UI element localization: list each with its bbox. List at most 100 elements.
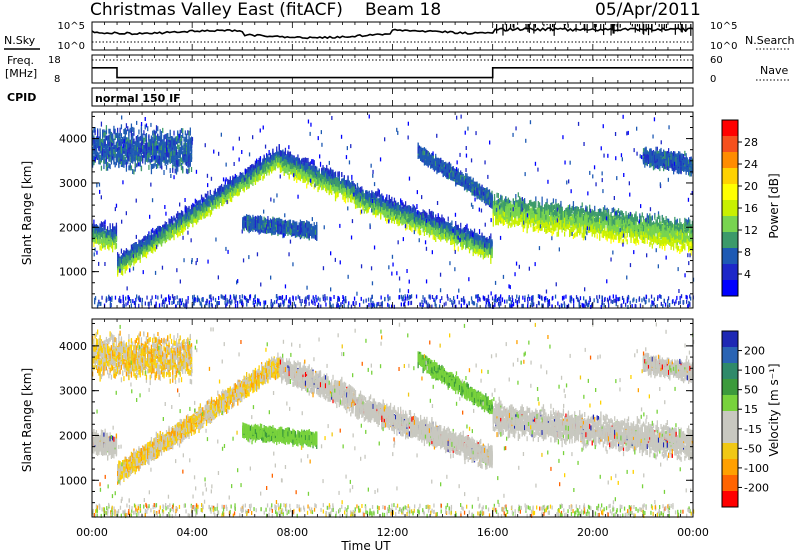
data-cell [150,246,151,251]
data-cell [145,235,146,240]
data-cell [214,195,215,200]
data-cell [143,236,144,241]
data-cell [106,240,107,245]
data-cell [107,240,108,245]
data-cell [230,192,231,197]
data-cell [143,252,144,257]
data-cell [103,227,104,232]
data-cell [205,208,206,213]
data-cell [231,190,232,195]
data-cell [152,243,153,248]
cpid-label: CPID [7,91,36,104]
noise-left-tick-high: 10^5 [58,21,85,32]
data-cell [173,224,174,229]
data-cell [117,261,118,266]
data-cell [115,229,116,234]
data-cell [142,242,143,247]
data-cell [183,216,184,221]
data-cell [123,252,124,257]
data-cell [171,224,172,229]
data-cell [165,224,166,229]
data-cell [101,246,102,251]
data-cell [128,255,129,260]
data-cell [188,222,189,227]
data-cell [147,239,148,244]
data-cell [102,232,103,237]
data-cell [130,252,131,257]
data-cell [135,250,136,255]
data-cell [111,232,112,237]
data-cell [208,208,209,213]
nave-right-tick-low: 0 [710,74,716,85]
data-cell [178,227,179,232]
data-cell [235,178,236,183]
data-cell [136,253,137,258]
data-cell [156,235,157,240]
data-cell [121,270,122,275]
data-cell [225,197,226,202]
data-cell [241,184,242,189]
data-cell [158,232,159,237]
frequency-trace [92,68,693,78]
data-cell [207,191,208,196]
data-cell [161,233,162,238]
data-cell [116,244,117,249]
freq-left-unit: [MHz] [5,67,37,80]
data-cell [197,217,198,222]
data-cell [242,172,243,177]
data-cell [112,232,113,237]
data-cell [195,214,196,219]
data-cell [153,231,154,236]
data-cell [195,208,196,213]
data-cell [106,232,107,237]
data-cell [130,260,131,265]
data-cell [117,270,118,275]
data-cell [171,228,172,233]
data-cell [135,259,136,264]
data-cell [211,203,212,208]
data-cell [131,253,132,258]
data-cell [234,179,235,184]
data-cell [166,230,167,235]
data-cell [215,200,216,205]
freq-left-tick-low: 8 [54,74,60,85]
data-cell [230,179,231,184]
noise-right-tick-low: 10^0 [710,41,737,52]
data-cell [244,187,245,192]
data-cell [216,192,217,197]
data-cell [133,248,134,253]
radar-summary-plot: Christmas Valley East (fitACF) Beam 18 0… [0,0,800,554]
data-cell [102,222,103,227]
data-cell [172,230,173,235]
data-cell [236,187,237,192]
data-cell [108,244,109,249]
data-cell [221,188,222,193]
data-cell [133,243,134,248]
data-cell [158,226,159,231]
data-cell [116,236,117,241]
data-cell [115,244,116,249]
data-cell [160,232,161,237]
data-cell [100,239,101,244]
data-cell [220,191,221,196]
data-cell [105,237,106,242]
data-cell [217,197,218,202]
data-cell [116,223,117,228]
data-cell [186,209,187,214]
data-cell [165,230,166,235]
data-cell [97,239,98,244]
data-cell [167,232,168,237]
data-cell [140,254,141,259]
data-cell [110,232,111,237]
data-cell [172,220,173,225]
data-cell [117,255,118,260]
data-cell [239,187,240,192]
cpid-mode-text: normal 150 IF [95,92,181,105]
date-label: 05/Apr/2011 [595,0,701,20]
data-cell [211,197,212,202]
data-cell [245,169,246,174]
data-cell [227,194,228,199]
nave-label: Nave [760,64,788,77]
data-cell [127,264,128,269]
data-cell [131,248,132,253]
